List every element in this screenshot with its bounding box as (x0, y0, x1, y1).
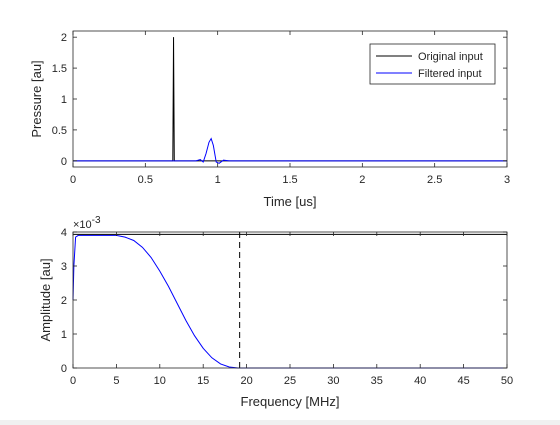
amplitude-xtick-label: 0 (70, 375, 76, 387)
amplitude-exponent: ×10-3 (73, 215, 101, 231)
amplitude-xtick-label: 40 (414, 375, 426, 387)
pressure-axes: 0 0.5 1 1.5 2 2.5 3 0 0.5 1 1.5 2 Time [us] Pressur… (29, 30, 510, 209)
amplitude-ytick-label: 3 (61, 261, 67, 273)
legend-box (369, 43, 496, 85)
amplitude-xtick-label: 50 (501, 375, 513, 387)
amplitude-xtick-label: 45 (457, 375, 469, 387)
amplitude-ytick-label: 2 (61, 295, 67, 307)
pressure-ytick-label: 2 (61, 32, 67, 44)
amplitude-xtick-label: 5 (113, 375, 119, 387)
amplitude-axes: 0 5 10 15 20 25 30 35 40 45 50 0 1 2 3 4 ×10-3 Frequenc… (38, 215, 513, 409)
amplitude-exponent-power: -3 (92, 215, 101, 226)
amplitude-ytick-label: 1 (61, 329, 67, 341)
amplitude-xtick-label: 35 (371, 375, 383, 387)
pressure-xtick-label: 1.5 (282, 174, 297, 186)
amplitude-xtick-label: 25 (284, 375, 296, 387)
amplitude-plot-area (73, 232, 507, 368)
pressure-xtick-label: 1 (215, 174, 221, 186)
pressure-ytick-label: 0 (61, 156, 67, 168)
pressure-ytick-label: 0.5 (52, 125, 67, 137)
amplitude-ytick-label: 0 (61, 363, 67, 375)
pressure-xtick-label: 0.5 (138, 174, 153, 186)
pressure-xtick-label: 3 (504, 174, 510, 186)
pressure-xtick-label: 0 (70, 174, 76, 186)
legend[interactable]: Original input Filtered input (369, 43, 496, 85)
amplitude-series-0-line (72, 234, 507, 369)
amplitude-ticks-group: 0 5 10 15 20 25 30 35 40 45 50 0 1 2 3 4 (61, 227, 513, 387)
amplitude-ylabel: Amplitude [au] (38, 258, 53, 341)
amplitude-xlabel: Frequency [MHz] (241, 394, 340, 409)
amplitude-xtick-label: 10 (154, 375, 166, 387)
pressure-series-1-line (73, 137, 507, 164)
pressure-ytick-label: 1 (61, 94, 67, 106)
pressure-ylabel: Pressure [au] (29, 60, 44, 137)
amplitude-xtick-label: 20 (240, 375, 252, 387)
legend-original-label: Original input (418, 51, 483, 63)
amplitude-xtick-label: 15 (197, 375, 209, 387)
pressure-xlabel: Time [us] (264, 194, 317, 209)
amplitude-exponent-base: ×10 (73, 219, 92, 231)
amplitude-ytick-label: 4 (61, 227, 67, 239)
pressure-xtick-label: 2.5 (427, 174, 442, 186)
pressure-series-group (73, 37, 507, 164)
legend-filtered-label: Filtered input (418, 68, 482, 80)
amplitude-xtick-label: 30 (327, 375, 339, 387)
pressure-ticks-group: 0 0.5 1 1.5 2 2.5 3 0 0.5 1 1.5 2 (52, 31, 510, 186)
pressure-xtick-label: 2 (359, 174, 365, 186)
pressure-ytick-label: 1.5 (52, 63, 67, 75)
